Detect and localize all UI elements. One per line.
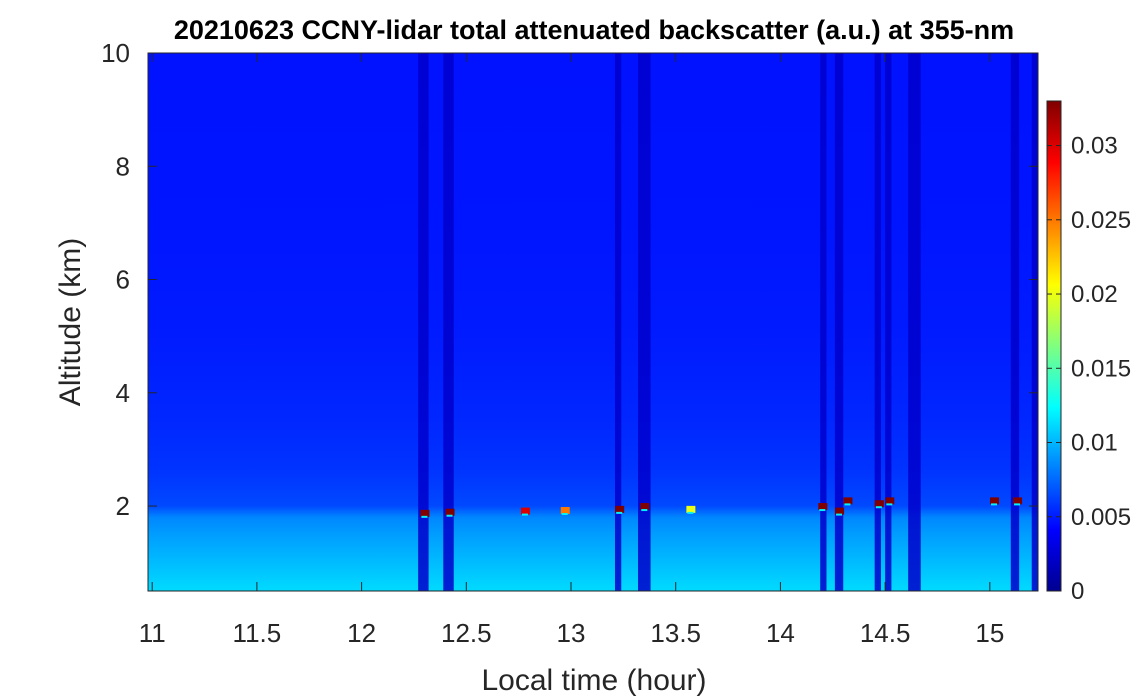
colorbar-tick-label: 0.025 bbox=[1071, 207, 1131, 234]
y-tick-label: 2 bbox=[116, 491, 130, 521]
cloud-edge-mark bbox=[819, 509, 826, 512]
cloud-mark bbox=[420, 509, 430, 517]
low-signal-column bbox=[1031, 53, 1038, 591]
cloud-edge-mark bbox=[446, 514, 453, 517]
x-tick-label: 13 bbox=[557, 618, 586, 648]
colorbar-tick-label: 0.015 bbox=[1071, 355, 1131, 382]
y-tick-label: 6 bbox=[116, 265, 130, 295]
low-signal-column bbox=[834, 53, 844, 591]
cloud-edge-mark bbox=[991, 503, 998, 506]
colorbar-tick-label: 0 bbox=[1071, 578, 1084, 605]
colorbar-gradient bbox=[1046, 100, 1062, 592]
plot-frame bbox=[147, 52, 1039, 592]
cloud-mark bbox=[445, 508, 455, 516]
x-axis-ticks: 11 11.5 12 12.5 13 13.5 14 14.5 15 bbox=[139, 53, 1004, 648]
chart-title: 20210623 CCNY-lidar total attenuated bac… bbox=[174, 15, 1014, 45]
x-tick-label: 12 bbox=[347, 618, 376, 648]
cloud-mark bbox=[615, 505, 625, 513]
low-signal-column bbox=[874, 53, 881, 591]
cloud-mark bbox=[686, 505, 696, 513]
x-tick-label: 14.5 bbox=[860, 618, 911, 648]
cloud-edge-mark bbox=[1014, 503, 1021, 506]
low-signal-column bbox=[638, 53, 651, 591]
low-signal-column bbox=[885, 53, 892, 591]
cloud-mark bbox=[520, 507, 530, 515]
cloud-edge-mark bbox=[521, 513, 528, 516]
y-tick-label: 8 bbox=[116, 151, 130, 181]
heatmap-background bbox=[148, 53, 1038, 591]
colorbar-ticks: 0 0.005 0.01 0.015 0.02 0.025 0.03 bbox=[1047, 133, 1131, 605]
heatmap-plot-area bbox=[148, 53, 1038, 591]
colorbar-tick-label: 0.01 bbox=[1071, 430, 1118, 457]
low-signal-column bbox=[443, 53, 454, 591]
x-axis-label: Local time (hour) bbox=[481, 664, 706, 697]
cloud-edge-mark bbox=[641, 509, 648, 512]
cloud-edge-mark bbox=[886, 503, 893, 506]
y-axis-ticks: 2 4 6 8 10 bbox=[101, 38, 1038, 521]
low-signal-column bbox=[1010, 53, 1020, 591]
colorbar-tick-label: 0.005 bbox=[1071, 504, 1131, 531]
cloud-mark bbox=[885, 497, 895, 505]
cloud-mark bbox=[818, 503, 828, 511]
colorbar-tick-label: 0.02 bbox=[1071, 281, 1118, 308]
x-tick-label: 14 bbox=[766, 618, 795, 648]
cloud-layer bbox=[420, 497, 1023, 518]
y-tick-label: 10 bbox=[101, 38, 130, 68]
cloud-mark bbox=[874, 500, 884, 508]
cloud-edge-mark bbox=[687, 511, 694, 514]
y-tick-label: 4 bbox=[116, 378, 130, 408]
low-signal-column bbox=[418, 53, 429, 591]
cloud-mark bbox=[640, 503, 650, 511]
low-signal-column bbox=[614, 53, 622, 591]
cloud-edge-mark bbox=[616, 511, 623, 514]
cloud-mark bbox=[835, 507, 845, 515]
x-tick-label: 12.5 bbox=[441, 618, 492, 648]
x-tick-label: 15 bbox=[975, 618, 1004, 648]
x-tick-label: 11 bbox=[139, 618, 166, 648]
cloud-mark bbox=[1013, 497, 1023, 505]
colorbar: 0 0.005 0.01 0.015 0.02 0.025 0.03 bbox=[1046, 100, 1131, 605]
cloud-edge-mark bbox=[421, 515, 428, 518]
cloud-edge-mark bbox=[875, 506, 882, 509]
colorbar-tick-label: 0.03 bbox=[1071, 133, 1118, 160]
cloud-mark bbox=[843, 497, 853, 505]
low-signal-columns bbox=[418, 53, 1038, 591]
x-tick-label: 11.5 bbox=[233, 618, 282, 648]
cloud-edge-mark bbox=[844, 503, 851, 506]
cloud-mark bbox=[560, 507, 570, 515]
low-signal-column bbox=[908, 53, 921, 591]
cloud-mark bbox=[990, 497, 1000, 505]
y-axis-label: Altitude (km) bbox=[54, 238, 87, 406]
x-tick-label: 13.5 bbox=[650, 618, 701, 648]
low-signal-column bbox=[820, 53, 827, 591]
cloud-edge-mark bbox=[561, 513, 568, 516]
cloud-edge-mark bbox=[836, 513, 843, 516]
